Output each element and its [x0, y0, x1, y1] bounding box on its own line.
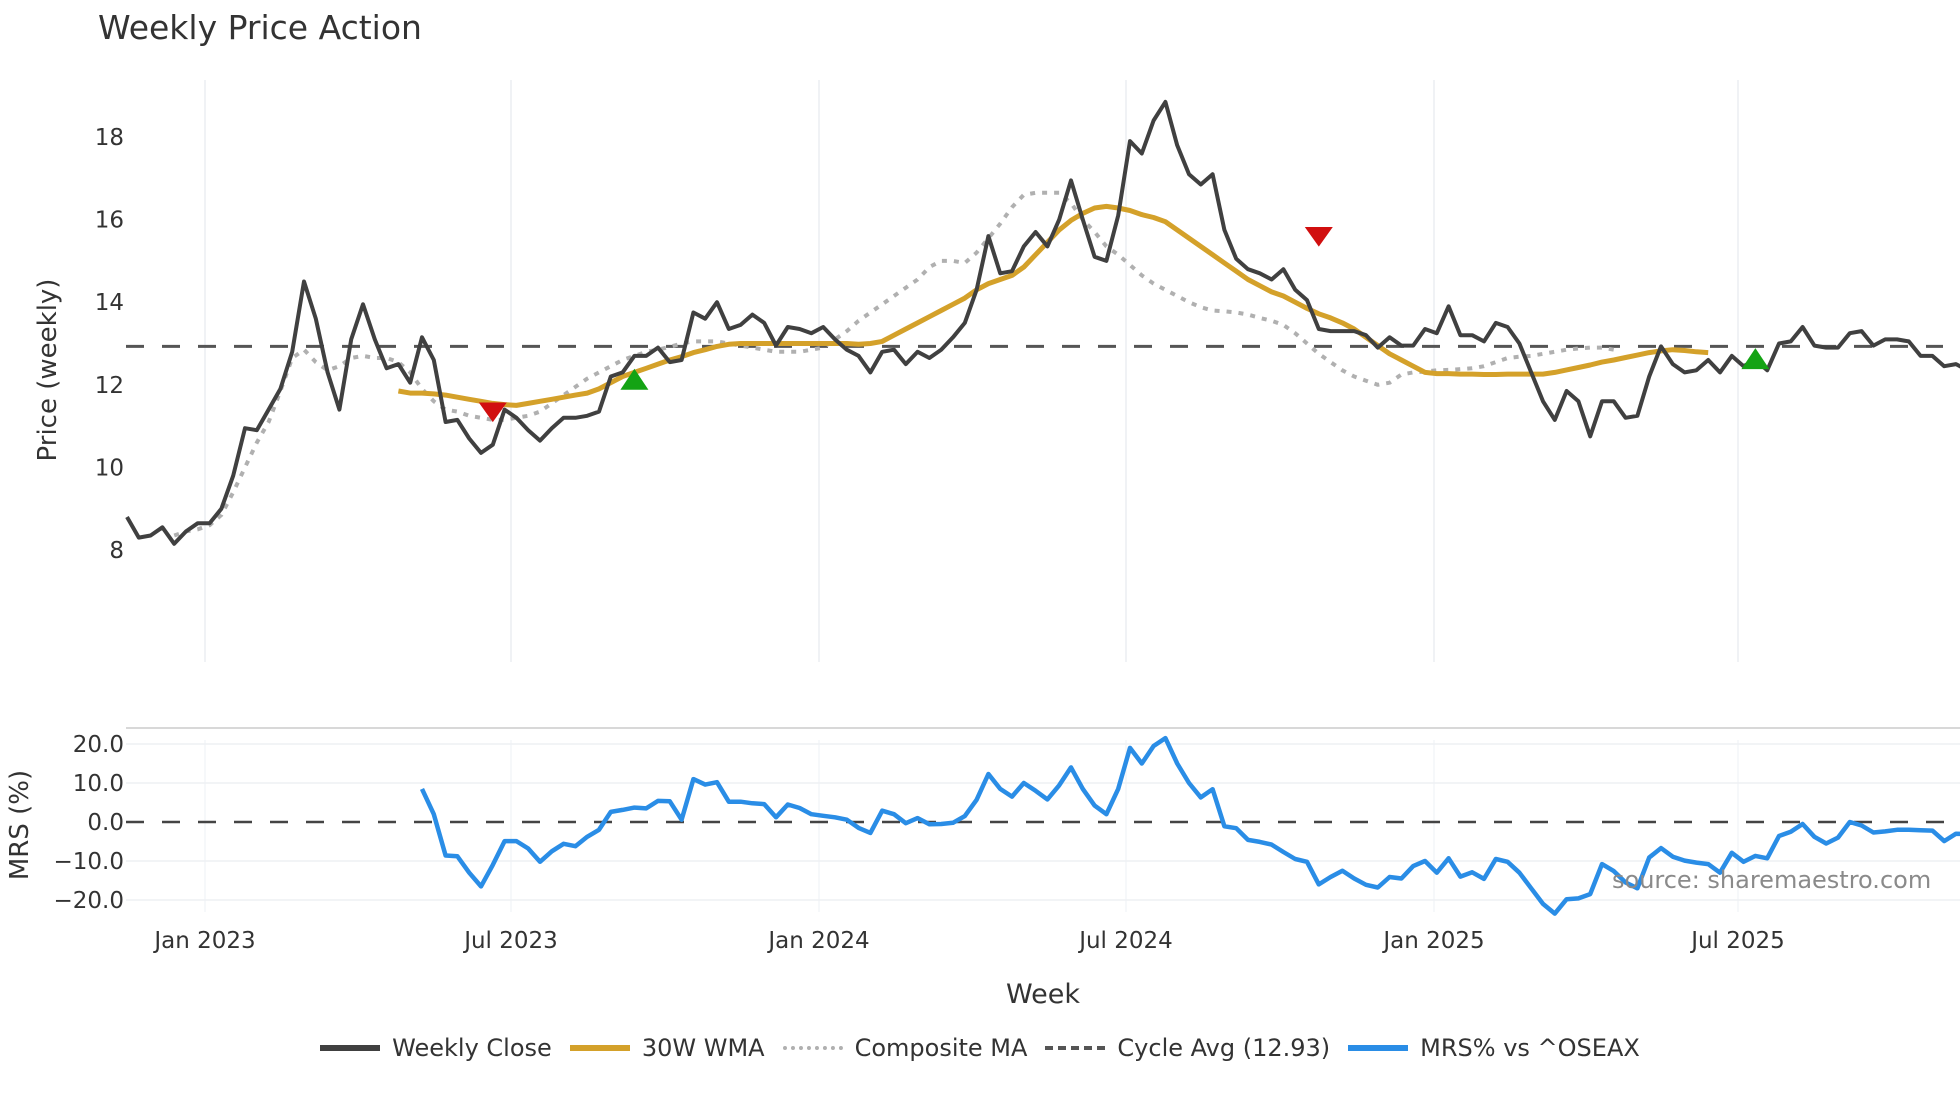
- legend-label: 30W WMA: [641, 1034, 765, 1062]
- legend-item-composite-ma[interactable]: Composite MA: [782, 1034, 1028, 1062]
- mrs-y-tick-label: 10.0: [73, 771, 124, 797]
- buy-signal-marker-icon: [1741, 348, 1770, 370]
- x-axis-label: Week: [1006, 979, 1080, 1010]
- sell-signal-marker-icon: [1304, 227, 1333, 247]
- mrs-y-axis-label: MRS (%): [5, 770, 35, 880]
- x-tick-label: Jan 2023: [152, 928, 255, 954]
- price-y-axis-label: Price (weekly): [33, 279, 63, 462]
- mrs-line: [419, 735, 1960, 916]
- sell-signal-marker-icon: [478, 402, 507, 423]
- weekly-close-line: [125, 99, 1960, 546]
- composite-ma-line: [173, 190, 1615, 538]
- legend-item-weekly-close[interactable]: Weekly Close: [320, 1034, 552, 1062]
- mrs-y-tick-label: 0.0: [87, 810, 124, 836]
- weekly-close-line-icon: [320, 1045, 381, 1051]
- buy-signal-marker-icon: [620, 368, 649, 390]
- y-tick-label: 14: [95, 290, 124, 316]
- x-tick-label: Jul 2023: [462, 928, 558, 954]
- y-tick-label: 12: [95, 373, 124, 399]
- y-tick-label: 18: [95, 125, 124, 151]
- mrs-y-tick-label: −10.0: [54, 849, 124, 875]
- mrs-panel: [126, 727, 1960, 916]
- legend-label: Weekly Close: [392, 1034, 552, 1062]
- watermark: source: sharemaestro.com: [1612, 866, 1932, 894]
- legend-label: MRS% vs ^OSEAX: [1420, 1034, 1640, 1062]
- cycle-avg-dashed-line-icon: [1045, 1046, 1106, 1050]
- x-tick-label: Jul 2025: [1689, 928, 1785, 954]
- mrs-y-tick-label: −20.0: [54, 888, 124, 914]
- axis-labels: Jan 2023 Jul 2023 Jan 2024 Jul 2024 Jan 2025…: [5, 125, 1785, 1010]
- y-tick-label: 16: [95, 208, 124, 234]
- legend-item-mrs[interactable]: MRS% vs ^OSEAX: [1348, 1034, 1640, 1062]
- legend-label: Composite MA: [854, 1034, 1028, 1062]
- composite-ma-dotted-line-icon: [782, 1046, 843, 1050]
- chart-title: Weekly Price Action: [98, 8, 422, 47]
- y-tick-label: 10: [95, 455, 124, 481]
- legend-item-cycle-avg[interactable]: Cycle Avg (12.93): [1045, 1034, 1330, 1062]
- legend: Weekly Close 30W WMA Composite MA Cycle …: [0, 1034, 1960, 1062]
- x-tick-label: Jan 2024: [766, 928, 869, 954]
- x-tick-label: Jul 2024: [1077, 928, 1173, 954]
- price-panel: [125, 99, 1960, 546]
- legend-label: Cycle Avg (12.93): [1117, 1034, 1331, 1062]
- mrs-line-icon: [1348, 1045, 1409, 1051]
- y-tick-label: 8: [109, 538, 124, 564]
- legend-item-30w-wma[interactable]: 30W WMA: [569, 1034, 765, 1062]
- wma-line-icon: [569, 1045, 630, 1051]
- mrs-y-tick-label: 20.0: [73, 732, 124, 758]
- x-tick-label: Jan 2025: [1381, 928, 1484, 954]
- vertical-gridlines: [204, 80, 1739, 912]
